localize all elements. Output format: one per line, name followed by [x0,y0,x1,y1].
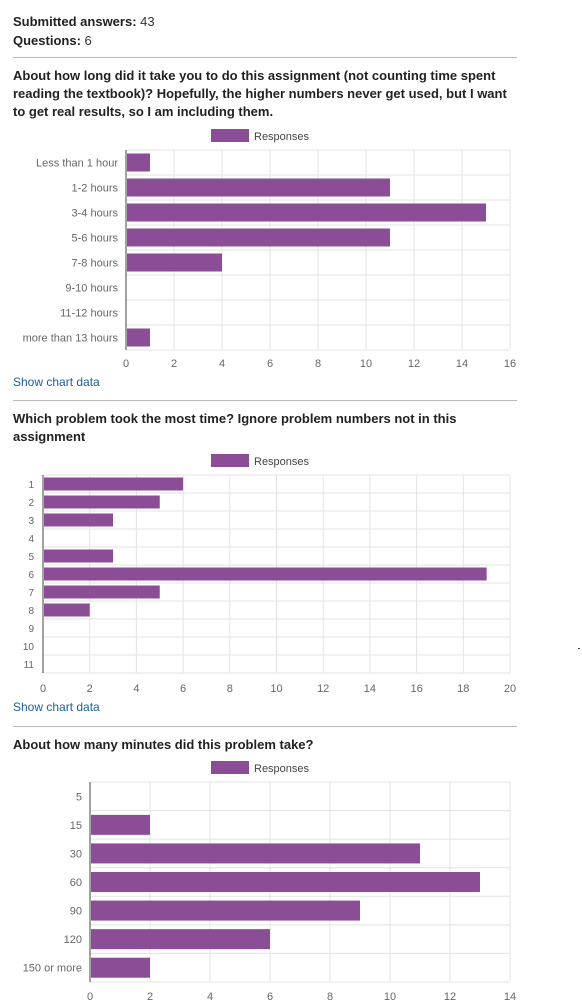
bar [91,929,270,950]
legend-label: Responses [254,763,310,775]
legend-label: Responses [254,131,310,143]
bar [91,900,360,921]
bar [44,585,160,599]
x-tick-label: 6 [180,683,186,695]
questions-value: 6 [84,33,92,48]
x-tick-label: 8 [315,358,321,370]
bar [127,153,150,172]
x-tick-label: 20 [504,683,516,695]
x-tick-label: 8 [227,683,233,695]
bar [127,203,486,222]
questions-label: Questions: [13,33,81,48]
legend-swatch [211,129,249,142]
questions-count: Questions: 6 [13,31,155,50]
category-label: 150 or more [23,963,82,975]
category-label: 10 [23,642,35,653]
category-label: 11-12 hours [60,308,118,320]
x-tick-label: 0 [123,358,129,370]
x-tick-label: 6 [267,991,273,1003]
question-1-chart: Responses 0 2 4 6 8 10 12 14 16 Less than 1 hour 1-… [23,129,516,370]
show-chart-data-link-2[interactable]: Show chart data [13,700,100,714]
category-label: 7 [28,588,34,599]
bar [91,843,420,864]
category-label: 5 [76,791,82,803]
x-tick-label: 18 [457,683,469,695]
category-label: Less than 1 hour [36,158,118,170]
x-tick-label: 16 [504,358,516,370]
x-tick-label: 4 [133,683,139,695]
summary: Submitted answers: 43 Questions: 6 [13,12,155,50]
x-tick-label: 10 [384,991,396,1003]
category-label: 30 [70,848,82,860]
category-label: 1 [28,480,34,491]
submitted-answers-value: 43 [140,14,155,29]
category-label: 60 [70,877,82,889]
x-tick-label: 2 [171,358,177,370]
x-tick-label: 2 [147,991,153,1003]
category-label: 3-4 hours [72,208,119,220]
bar [91,814,150,835]
x-tick-label: 6 [267,358,273,370]
category-label: 90 [70,906,82,918]
category-label: 3 [28,516,34,527]
x-tick-label: 16 [410,683,422,695]
question-3-title: About how many minutes did this problem … [13,737,314,752]
x-tick-label: 14 [456,358,468,370]
category-label: 8 [28,606,34,617]
submitted-answers-label: Submitted answers: [13,14,137,29]
question-1-title: About how long did it take you to do thi… [13,68,507,119]
x-tick-label: 2 [87,683,93,695]
category-label: 11 [24,660,35,671]
x-tick-label: 4 [207,991,213,1003]
x-tick-label: 12 [444,991,456,1003]
category-label: 9-10 hours [65,283,118,295]
show-chart-data-link-1[interactable]: Show chart data [13,375,100,389]
x-tick-label: 12 [408,358,420,370]
bar [44,603,90,617]
x-tick-label: 0 [87,991,93,1003]
category-label: 120 [64,934,82,946]
x-tick-label: 10 [270,683,282,695]
divider [13,57,517,58]
category-label: 1-2 hours [72,183,119,195]
bar [44,495,160,509]
question-2-title: Which problem took the most time? Ignore… [13,411,457,444]
submitted-answers: Submitted answers: 43 [13,12,155,31]
x-tick-label: 14 [504,991,516,1003]
bar [44,567,487,581]
bar [44,477,184,491]
category-label: more than 13 hours [23,333,119,345]
bar [91,957,150,978]
x-tick-label: 14 [364,683,376,695]
category-label: 5 [28,552,34,563]
x-tick-label: 10 [360,358,372,370]
x-tick-label: 8 [327,991,333,1003]
category-label: 9 [28,624,34,635]
bar [44,513,114,527]
category-label: 6 [28,570,34,581]
x-tick-label: 4 [219,358,225,370]
category-label: 7-8 hours [72,258,119,270]
bar [91,872,480,892]
category-label: 5-6 hours [72,233,119,245]
bar [127,178,390,197]
category-label: 4 [28,534,34,545]
legend-swatch [211,454,249,467]
bar [44,549,114,563]
legend-swatch [211,761,249,774]
x-tick-label: 0 [40,683,46,695]
divider [13,400,517,401]
legend-label: Responses [254,456,310,468]
bar [127,253,222,272]
bar [127,328,150,347]
category-label: 2 [28,498,34,509]
bar [127,228,390,247]
divider [13,726,517,727]
category-label: 15 [70,820,82,832]
x-tick-label: 12 [317,683,329,695]
edge-mark [578,648,580,649]
